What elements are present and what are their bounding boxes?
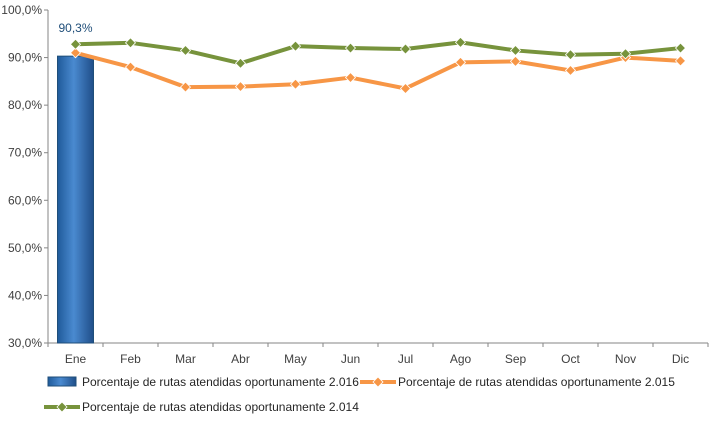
data-point <box>179 81 192 93</box>
data-point <box>564 64 577 76</box>
x-tick-label: Jun <box>341 352 360 366</box>
legend: Porcentaje de rutas atendidas oportuname… <box>44 375 675 414</box>
data-point <box>509 44 522 57</box>
x-tick-label: Mar <box>175 352 196 366</box>
y-tick-label: 50,0% <box>8 241 42 255</box>
data-point <box>674 42 687 54</box>
data-point <box>399 82 412 95</box>
data-labels: 90,3% <box>58 21 92 35</box>
data-point <box>399 43 412 55</box>
x-tick-label: Dic <box>672 352 689 366</box>
legend-marker <box>56 401 68 413</box>
y-tick-label: 40,0% <box>8 288 42 302</box>
data-point <box>124 37 137 49</box>
legend-marker <box>372 376 384 388</box>
data-point <box>509 55 522 67</box>
data-point <box>69 47 82 59</box>
x-axis: Ene Feb Mar Abr May Jun Jul Ago Sep Oct Nov Dic <box>47 342 709 366</box>
data-point <box>69 38 82 50</box>
data-point <box>344 71 357 84</box>
data-point <box>289 78 302 90</box>
x-tick-label: Ene <box>65 352 87 366</box>
x-tick-label: Ago <box>450 352 472 366</box>
x-tick-label: Jul <box>398 352 413 366</box>
series-line <box>73 40 683 66</box>
data-label: 90,3% <box>58 21 92 35</box>
x-tick-label: Nov <box>615 352 636 366</box>
data-point <box>454 56 467 68</box>
y-tick-label: 90,0% <box>8 51 42 65</box>
x-tick-label: May <box>284 352 307 366</box>
lines <box>69 36 687 95</box>
data-point <box>234 81 247 93</box>
data-point <box>179 44 192 57</box>
x-tick-label: Feb <box>120 352 141 366</box>
legend-swatch <box>47 376 77 387</box>
data-point <box>674 55 687 67</box>
data-point <box>124 61 137 73</box>
series-line <box>73 50 683 91</box>
legend-label: Porcentaje de rutas atendidas oportuname… <box>82 375 359 389</box>
y-axis: 30,0% 40,0% 50,0% 60,0% 70,0% 80,0% 90,0% 100,0… <box>1 3 49 350</box>
data-point <box>344 42 357 54</box>
legend-label: Porcentaje de rutas atendidas oportuname… <box>398 375 675 389</box>
bar <box>57 55 94 344</box>
bars <box>57 55 94 344</box>
data-point <box>564 49 577 61</box>
data-point <box>619 48 632 60</box>
y-tick-label: 80,0% <box>8 98 42 112</box>
x-tick-label: Abr <box>231 352 250 366</box>
data-point <box>234 57 247 69</box>
legend-label: Porcentaje de rutas atendidas oportuname… <box>82 400 359 414</box>
x-tick-label: Oct <box>561 352 580 366</box>
y-tick-label: 60,0% <box>8 193 42 207</box>
y-tick-label: 30,0% <box>8 336 42 350</box>
y-tick-label: 100,0% <box>1 3 42 17</box>
data-point <box>289 40 302 52</box>
x-tick-label: Sep <box>505 352 527 366</box>
data-point <box>454 36 467 48</box>
y-tick-label: 70,0% <box>8 146 42 160</box>
